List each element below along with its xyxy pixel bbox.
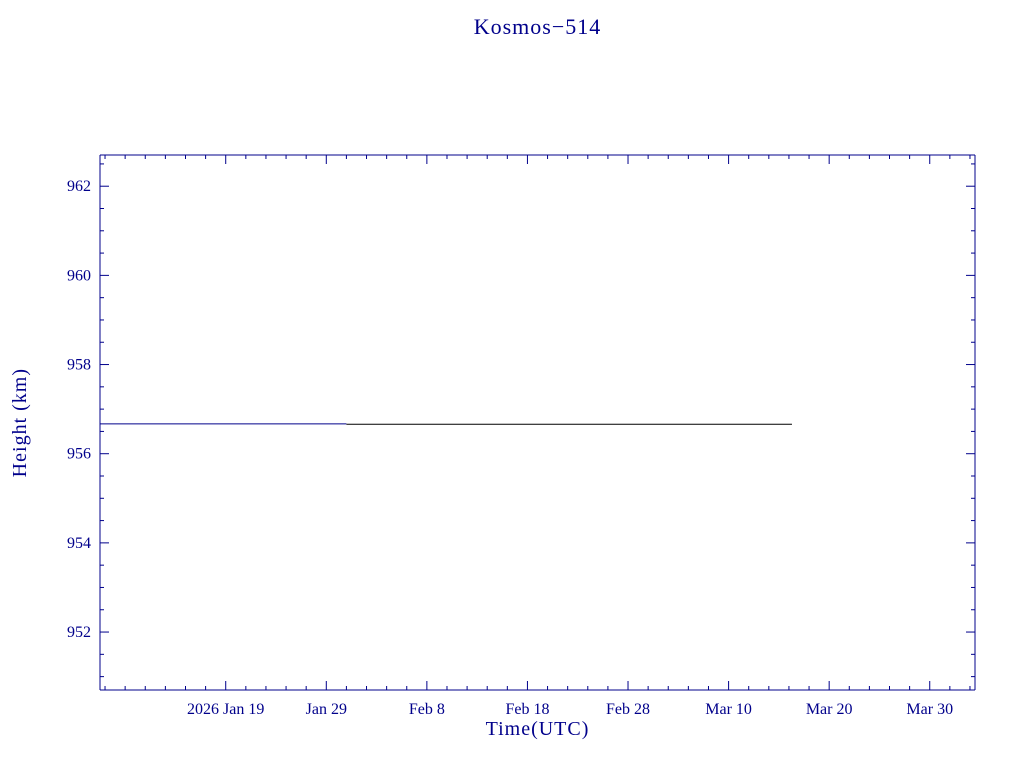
x-tick-label: 2026 Jan 19 <box>187 701 264 718</box>
x-tick-label: Feb 28 <box>606 701 650 718</box>
x-tick-label: Jan 29 <box>306 701 347 718</box>
y-tick-label: 954 <box>67 535 91 552</box>
y-tick-label: 956 <box>67 446 91 463</box>
y-tick-label: 960 <box>67 267 91 284</box>
x-tick-label: Feb 18 <box>505 701 549 718</box>
x-tick-label: Mar 10 <box>705 701 752 718</box>
y-tick-label: 952 <box>67 624 91 641</box>
chart-title: Kosmos−514 <box>473 14 602 39</box>
y-tick-label: 962 <box>67 178 91 195</box>
x-tick-label: Mar 30 <box>906 701 953 718</box>
x-tick-label: Mar 20 <box>806 701 853 718</box>
y-tick-label: 958 <box>67 357 91 374</box>
x-tick-label: Feb 8 <box>409 701 445 718</box>
x-axis-label: Time(UTC) <box>485 718 590 740</box>
